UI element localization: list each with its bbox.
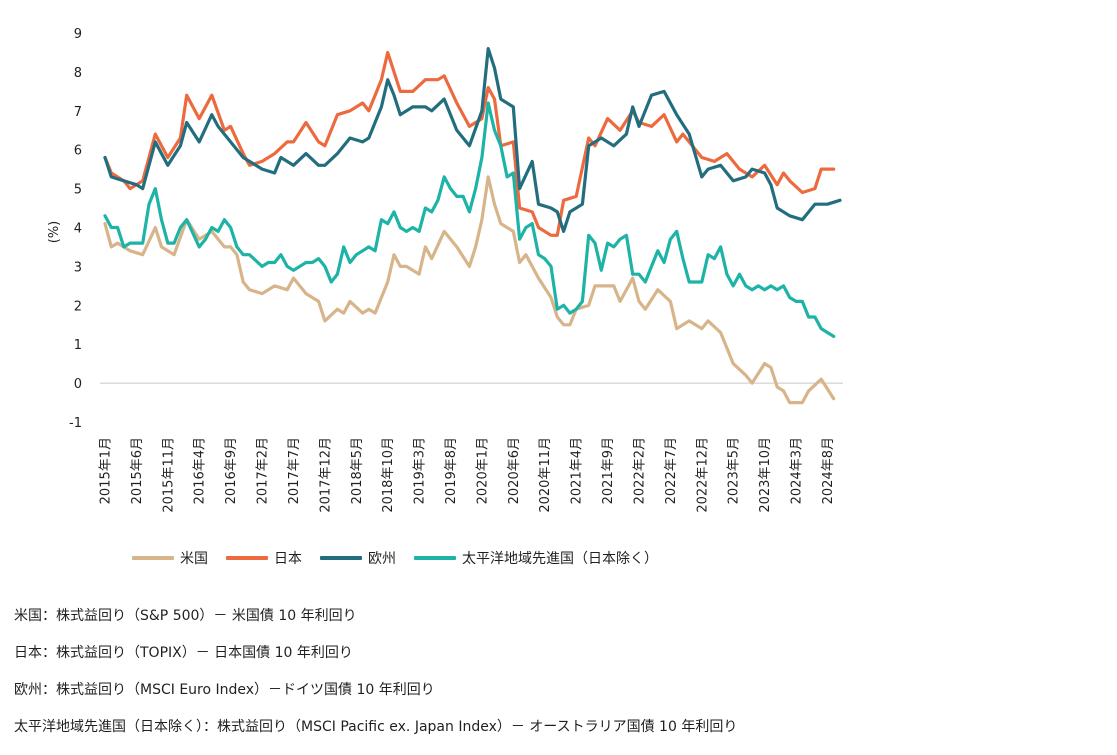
y-tick-label: 9 xyxy=(74,27,82,42)
y-tick-label: 2 xyxy=(74,299,82,314)
note-pacific: 太平洋地域先進国（日本除く）：株式益回り（MSCI Pacific ex. Ja… xyxy=(14,719,738,735)
y-tick-label: 5 xyxy=(74,183,82,198)
x-tick-label: 2023年5月 xyxy=(727,437,742,504)
x-tick-label: 2023年10月 xyxy=(758,437,773,513)
y-tick-label: 3 xyxy=(74,260,82,275)
legend-item-europe: 欧州 xyxy=(320,548,396,568)
x-tick-label: 2024年8月 xyxy=(821,437,836,504)
y-tick-label: 1 xyxy=(74,338,82,353)
series-line-europe xyxy=(103,47,842,233)
x-tick-label: 2022年2月 xyxy=(632,437,647,504)
x-tick-label: 2022年12月 xyxy=(695,437,710,513)
legend-item-japan: 日本 xyxy=(226,548,302,568)
y-tick-label: 6 xyxy=(74,144,82,159)
y-tick-label: 4 xyxy=(74,222,82,237)
legend-swatch xyxy=(226,556,268,560)
x-tick-label: 2022年7月 xyxy=(664,437,679,504)
note-europe: 欧州：株式益回り（MSCI Euro Index）－ドイツ国債 10 年利回り xyxy=(14,682,435,698)
y-tick-label: 7 xyxy=(74,105,82,120)
series-line-japan xyxy=(103,50,836,237)
x-tick-label: 2019年8月 xyxy=(444,437,459,504)
legend-swatch xyxy=(320,556,362,560)
legend-item-pacific: 太平洋地域先進国（日本除く） xyxy=(414,548,658,568)
legend-label: 太平洋地域先進国（日本除く） xyxy=(462,551,658,567)
y-axis-label: (%) xyxy=(47,221,62,244)
note-us: 米国：株式益回り（S&P 500）－ 米国債 10 年利回り xyxy=(14,608,357,624)
legend-swatch xyxy=(414,556,456,560)
y-tick-label: -1 xyxy=(69,416,82,431)
x-tick-label: 2015年11月 xyxy=(161,437,176,513)
y-tick-label: 0 xyxy=(74,377,82,392)
x-tick-label: 2020年11月 xyxy=(538,437,553,513)
x-tick-label: 2017年2月 xyxy=(256,437,271,504)
x-tick-label: 2020年1月 xyxy=(475,437,490,504)
series-lines xyxy=(103,47,842,405)
legend-label: 米国 xyxy=(180,551,208,567)
footnotes: 米国：株式益回り（S&P 500）－ 米国債 10 年利回り 日本：株式益回り（… xyxy=(14,607,737,755)
legend: 米国 日本 欧州 太平洋地域先進国（日本除く） xyxy=(132,548,676,568)
x-tick-label: 2020年6月 xyxy=(507,437,522,504)
note-japan: 日本：株式益回り（TOPIX）－ 日本国債 10 年利回り xyxy=(14,645,353,661)
x-tick-label: 2015年1月 xyxy=(99,437,114,504)
x-axis: 2015年1月 2015年6月 2015年11月 2016年4月 2016年9月 2017… xyxy=(99,437,836,513)
x-tick-label: 2021年9月 xyxy=(601,437,616,504)
legend-label: 日本 xyxy=(274,551,302,567)
x-tick-label: 2021年4月 xyxy=(570,437,585,504)
x-tick-label: 2017年12月 xyxy=(318,437,333,513)
series-line-pacific xyxy=(103,101,836,338)
y-tick-label: 8 xyxy=(74,66,82,81)
x-tick-label: 2016年9月 xyxy=(224,437,239,504)
x-tick-label: 2018年5月 xyxy=(350,437,365,504)
x-tick-label: 2017年7月 xyxy=(287,437,302,504)
legend-swatch xyxy=(132,556,174,560)
y-axis: -1 0 1 2 3 4 5 6 7 8 9 xyxy=(69,27,82,431)
x-tick-label: 2024年3月 xyxy=(790,437,805,504)
x-tick-label: 2016年4月 xyxy=(193,437,208,504)
series-line-us xyxy=(103,175,836,405)
x-tick-label: 2018年10月 xyxy=(381,437,396,513)
legend-label: 欧州 xyxy=(368,551,396,567)
x-tick-label: 2019年3月 xyxy=(413,437,428,504)
x-tick-label: 2015年6月 xyxy=(130,437,145,504)
legend-item-us: 米国 xyxy=(132,548,208,568)
